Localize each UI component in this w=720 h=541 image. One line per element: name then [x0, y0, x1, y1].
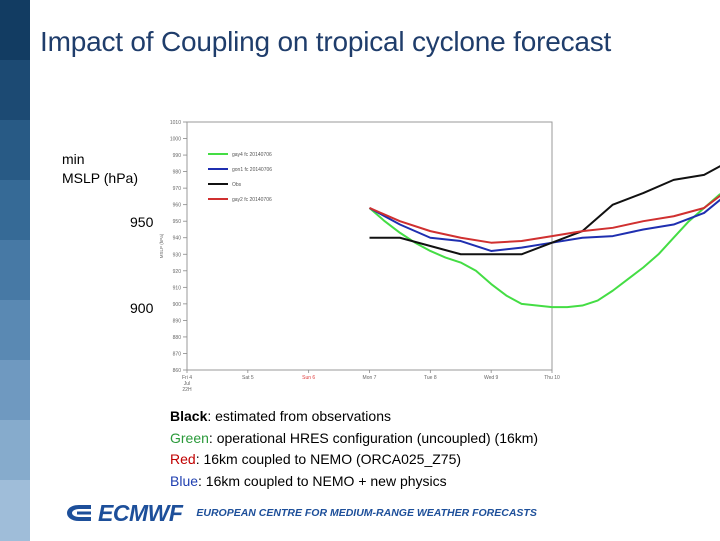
- legend-blue-desc: : 16km coupled to NEMO + new physics: [198, 473, 447, 489]
- centre-name: EUROPEAN CENTRE FOR MEDIUM-RANGE WEATHER…: [196, 507, 536, 519]
- legend-black: Black: estimated from observations: [170, 406, 538, 428]
- sidebar-band: [0, 300, 30, 361]
- footer: ECMWF EUROPEAN CENTRE FOR MEDIUM-RANGE W…: [64, 500, 537, 526]
- y-tick-label: 950: [173, 219, 182, 225]
- sidebar-band: [0, 240, 30, 301]
- y-tick-label: 920: [173, 269, 182, 275]
- series-line-2: [370, 153, 720, 254]
- legend-text: Black: estimated from observations Green…: [170, 406, 538, 492]
- legend-blue-label: Blue: [170, 473, 198, 489]
- sidebar-band: [0, 180, 30, 241]
- series-line-1: [370, 160, 720, 251]
- x-tick-label: Sat 5: [242, 375, 254, 381]
- legend-green: Green: operational HRES configuration (u…: [170, 428, 538, 450]
- ecmwf-logo-icon: [64, 502, 94, 524]
- page-title: Impact of Coupling on tropical cyclone f…: [40, 26, 611, 58]
- x-tick-label: Sun 6: [302, 375, 315, 381]
- y-tick-label: 940: [173, 236, 182, 242]
- y-tick-label: 970: [173, 186, 182, 192]
- logo-text: ECMWF: [98, 500, 182, 527]
- y-tick-label: 880: [173, 335, 182, 341]
- legend-entry-0: gay4 fc 20140706: [232, 152, 272, 158]
- y-tick-label: 910: [173, 285, 182, 291]
- legend-green-label: Green: [170, 430, 209, 446]
- sidebar-gradient: [0, 0, 30, 540]
- y-tick-label: 960: [173, 203, 182, 209]
- y-tick-label: 890: [173, 318, 182, 324]
- overlay-tick-900: 900: [130, 300, 153, 316]
- legend-red: Red: 16km coupled to NEMO (ORCA025_Z75): [170, 449, 538, 471]
- y-tick-label: 990: [173, 153, 182, 159]
- sidebar-band: [0, 0, 30, 61]
- legend-black-label: Black: [170, 408, 207, 424]
- overlay-ylabel: min MSLP (hPa): [62, 150, 138, 188]
- overlay-ylabel-line1: min: [62, 150, 138, 169]
- y-tick-label: 930: [173, 252, 182, 258]
- y-tick-label: 1000: [170, 137, 181, 143]
- sidebar-band: [0, 420, 30, 481]
- sidebar-band: [0, 60, 30, 121]
- plot-frame: [187, 122, 552, 370]
- legend-black-desc: : estimated from observations: [207, 408, 391, 424]
- sidebar-band: [0, 120, 30, 181]
- x-tick-label: Thu 10: [544, 375, 560, 381]
- series-line-0: [370, 170, 720, 307]
- inner-y-axis-label: MSLP (hPa): [159, 233, 164, 258]
- x-tick-label: Wed 9: [484, 375, 499, 381]
- y-tick-label: 1010: [170, 120, 181, 126]
- legend-entry-1: gon1 fc 20140706: [232, 167, 272, 173]
- overlay-ylabel-line2: MSLP (hPa): [62, 169, 138, 188]
- series-line-3: [370, 158, 720, 242]
- legend-green-desc: : operational HRES configuration (uncoup…: [209, 430, 538, 446]
- y-tick-label: 870: [173, 351, 182, 357]
- y-tick-label: 980: [173, 170, 182, 176]
- legend-red-label: Red: [170, 451, 196, 467]
- x-tick-label: Mon 7: [363, 375, 377, 381]
- legend-entry-3: gay2 fc 20140706: [232, 197, 272, 203]
- x-tick-label: Tue 8: [424, 375, 437, 381]
- legend-blue: Blue: 16km coupled to NEMO + new physics: [170, 471, 538, 493]
- y-tick-label: 860: [173, 368, 182, 374]
- overlay-tick-950: 950: [130, 214, 153, 230]
- sidebar-band: [0, 360, 30, 421]
- sidebar-band: [0, 480, 30, 541]
- y-tick-label: 900: [173, 302, 182, 308]
- legend-entry-2: Obs: [232, 182, 242, 188]
- legend-red-desc: : 16km coupled to NEMO (ORCA025_Z75): [196, 451, 461, 467]
